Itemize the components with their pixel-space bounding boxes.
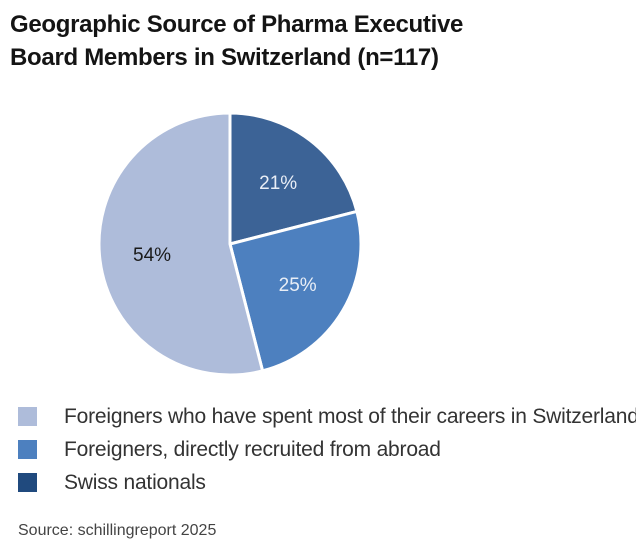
legend-label: Swiss nationals bbox=[64, 470, 206, 494]
legend: Foreigners who have spent most of their … bbox=[18, 400, 636, 499]
legend-label: Foreigners, directly recruited from abro… bbox=[64, 437, 441, 461]
source-note: Source: schillingreport 2025 bbox=[18, 522, 217, 539]
legend-swatch bbox=[18, 407, 37, 426]
legend-item-foreigners-careers-in-switzerland: Foreigners who have spent most of their … bbox=[18, 400, 636, 433]
legend-swatch bbox=[18, 473, 37, 492]
pie-slice bbox=[228, 209, 363, 373]
chart-title-line-2: Board Members in Switzerland (n=117) bbox=[10, 44, 439, 71]
pie-slice bbox=[228, 111, 359, 246]
legend-item-swiss-nationals: Swiss nationals bbox=[18, 466, 636, 499]
pie-slice-label: 21% bbox=[259, 173, 297, 194]
pie-slice-label: 54% bbox=[133, 245, 171, 266]
pie-slice-label: 25% bbox=[279, 275, 317, 296]
legend-item-foreigners-recruited-from-abroad: Foreigners, directly recruited from abro… bbox=[18, 433, 636, 466]
legend-swatch bbox=[18, 440, 37, 459]
chart-title-line-1: Geographic Source of Pharma Executive bbox=[10, 11, 464, 38]
pie-slice bbox=[97, 111, 265, 377]
chart-title: Geographic Source of Pharma Executive Bo… bbox=[10, 8, 610, 74]
legend-label: Foreigners who have spent most of their … bbox=[64, 404, 636, 428]
